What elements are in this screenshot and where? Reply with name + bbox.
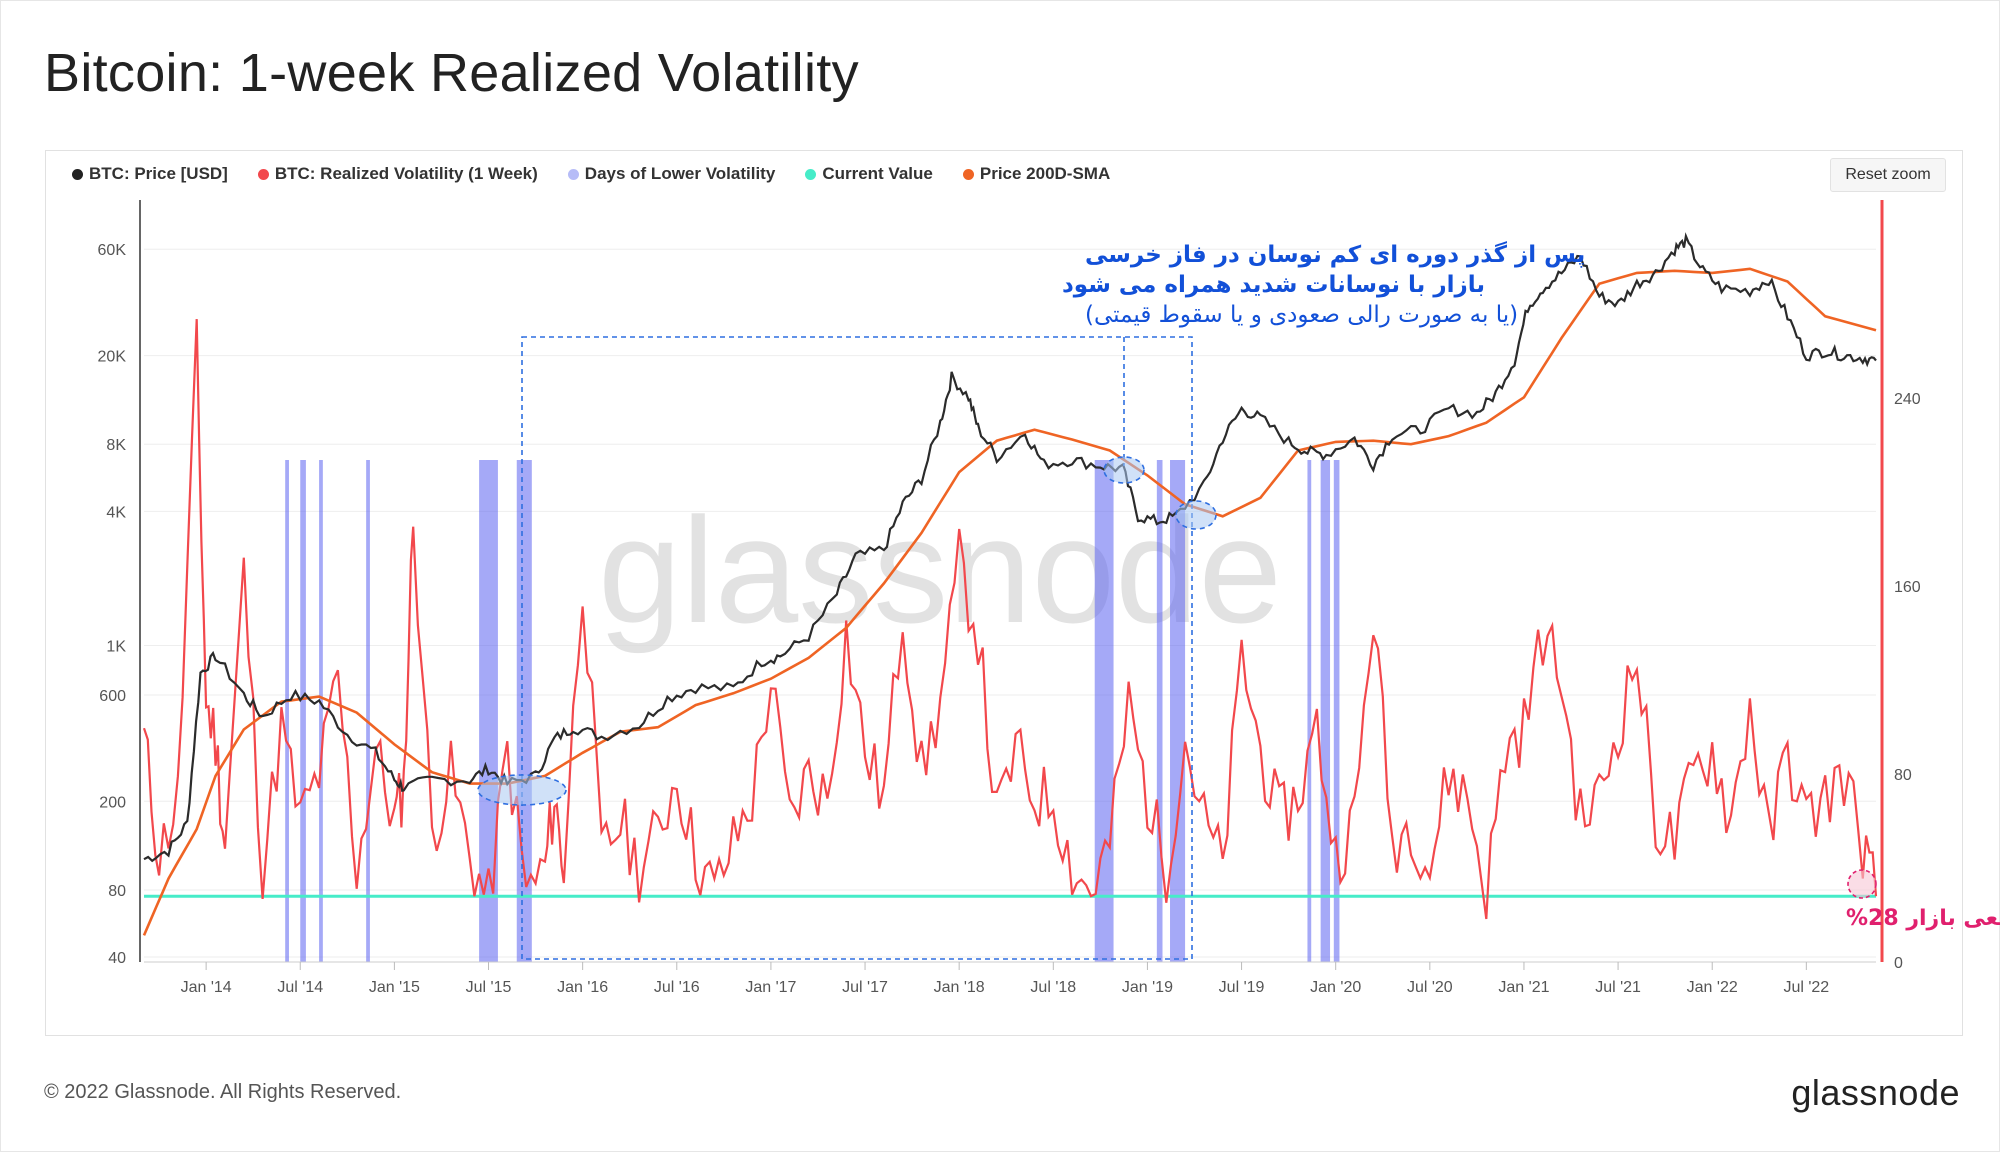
low-vol-band xyxy=(1333,460,1340,962)
grid-lines xyxy=(144,248,1876,958)
legend-label-price: BTC: Price [USD] xyxy=(89,164,228,183)
annotation-layer: پس از گذر دوره ای کم نوسان در فاز خرسی ب… xyxy=(477,241,2000,960)
y-left-tick-label: 40 xyxy=(108,950,126,967)
series-sma-line xyxy=(142,267,1877,936)
low-vol-band xyxy=(516,460,532,962)
legend-item-volatility[interactable]: BTC: Realized Volatility (1 Week) xyxy=(257,164,538,184)
low-vol-band xyxy=(300,460,306,962)
y-left-tick-label: 8K xyxy=(106,437,126,454)
low-vol-band xyxy=(285,460,289,962)
y-right-tick-label: 160 xyxy=(1894,579,1921,596)
legend-label-low-vol: Days of Lower Volatility xyxy=(584,164,776,183)
low-vol-band xyxy=(1307,460,1312,962)
legend-dot-current xyxy=(805,168,817,180)
low-vol-band xyxy=(366,460,370,962)
x-tick-label: Jul '16 xyxy=(654,979,700,996)
y-right-tick-label: 80 xyxy=(1894,767,1912,784)
legend: BTC: Price [USD] BTC: Realized Volatilit… xyxy=(72,164,1110,184)
legend-item-low-vol[interactable]: Days of Lower Volatility xyxy=(567,164,776,184)
x-tick-label: Jan '14 xyxy=(181,979,232,996)
x-tick-label: Jul '18 xyxy=(1030,979,1076,996)
legend-item-current[interactable]: Current Value xyxy=(805,164,933,184)
legend-dot-low-vol xyxy=(567,168,579,180)
watermark-text: glassnode xyxy=(598,486,1282,654)
y-left-tick-label: 600 xyxy=(99,688,126,705)
legend-item-price[interactable]: BTC: Price [USD] xyxy=(72,164,228,184)
legend-item-sma[interactable]: Price 200D-SMA xyxy=(962,164,1111,184)
legend-dot-price xyxy=(72,168,83,180)
series-price-line xyxy=(143,232,1877,863)
chart-panel xyxy=(45,150,1963,1036)
annotation-line-1: پس از گذر دوره ای کم نوسان در فاز خرسی xyxy=(1085,241,1585,268)
axes: 40 80 200 600 1K 4K 8K 20K 60K 0 80 160 240 Jan '14 Ju… xyxy=(98,200,1921,996)
annotation-line-2: بازار با نوسانات شدید همراه می شود xyxy=(1062,272,1485,298)
x-tick-label: Jan '15 xyxy=(369,979,420,996)
y-left-tick-label: 20K xyxy=(98,349,127,366)
y-left-tick-label: 60K xyxy=(98,242,127,259)
y-left-tick-label: 200 xyxy=(99,794,126,811)
footer-copyright: © 2022 Glassnode. All Rights Reserved. xyxy=(44,1081,402,1103)
y-left-tick-label: 80 xyxy=(108,883,126,900)
x-tick-label: Jan '16 xyxy=(557,979,608,996)
x-tick-label: Jan '20 xyxy=(1310,979,1361,996)
y-left-tick-label: 4K xyxy=(106,504,126,521)
x-tick-label: Jul '17 xyxy=(842,979,888,996)
low-vol-band xyxy=(1320,460,1331,962)
reset-zoom-button[interactable]: Reset zoom xyxy=(1830,158,1946,192)
footer-logo: glassnode xyxy=(1791,1072,1960,1113)
x-tick-label: Jan '17 xyxy=(745,979,796,996)
x-tick-label: Jul '20 xyxy=(1407,979,1453,996)
y-right-tick-label: 240 xyxy=(1894,391,1921,408)
low-vol-band xyxy=(1170,460,1186,962)
x-tick-label: Jul '14 xyxy=(277,979,323,996)
y-right-tick-label: 0 xyxy=(1894,955,1903,972)
x-tick-label: Jan '18 xyxy=(934,979,985,996)
x-tick-label: Jul '21 xyxy=(1595,979,1641,996)
annotation-current-circle xyxy=(1847,869,1877,899)
annotation-line-3: (یا به صورت رالی صعودی و یا سقوط قیمتی) xyxy=(1085,302,1518,328)
page-title: Bitcoin: 1-week Realized Volatility xyxy=(44,43,859,103)
x-tick-label: Jul '15 xyxy=(466,979,512,996)
x-tick-label: Jan '19 xyxy=(1122,979,1173,996)
x-tick-label: Jan '22 xyxy=(1687,979,1738,996)
low-vol-band xyxy=(1094,460,1114,962)
x-tick-label: Jul '22 xyxy=(1783,979,1829,996)
legend-label-sma: Price 200D-SMA xyxy=(979,164,1111,183)
legend-dot-sma xyxy=(962,168,974,180)
y-left-tick-label: 1K xyxy=(106,639,126,656)
legend-label-volatility: BTC: Realized Volatility (1 Week) xyxy=(274,164,538,183)
annotation-ellipse-2015 xyxy=(477,774,567,806)
annotation-current-note: نوسان واقعی بازار 28% xyxy=(1846,906,2000,931)
annotation-ellipse-2018 xyxy=(1103,456,1145,484)
low-vol-band xyxy=(1156,460,1163,962)
legend-dot-volatility xyxy=(257,168,269,180)
low-vol-band xyxy=(479,460,498,962)
series-volatility-line xyxy=(142,319,1878,920)
x-tick-label: Jul '19 xyxy=(1219,979,1265,996)
annotation-dashed-box xyxy=(521,336,1193,960)
low-vol-band xyxy=(319,460,323,962)
legend-label-current: Current Value xyxy=(822,164,933,183)
x-tick-label: Jan '21 xyxy=(1498,979,1549,996)
annotation-ellipse-2019 xyxy=(1175,500,1217,530)
